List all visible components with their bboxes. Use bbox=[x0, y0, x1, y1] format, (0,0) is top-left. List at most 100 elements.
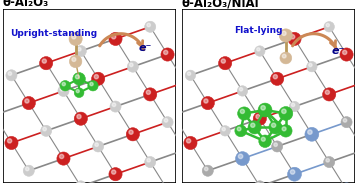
Circle shape bbox=[43, 127, 46, 131]
Circle shape bbox=[25, 167, 29, 171]
Circle shape bbox=[343, 119, 347, 122]
Circle shape bbox=[75, 181, 86, 189]
Circle shape bbox=[77, 115, 81, 119]
Circle shape bbox=[238, 154, 243, 159]
Circle shape bbox=[161, 48, 174, 61]
Circle shape bbox=[291, 103, 295, 107]
Circle shape bbox=[282, 127, 286, 131]
Circle shape bbox=[76, 90, 79, 93]
Circle shape bbox=[279, 107, 293, 120]
Circle shape bbox=[179, 77, 190, 88]
Circle shape bbox=[256, 183, 260, 186]
Circle shape bbox=[60, 87, 64, 91]
Circle shape bbox=[147, 159, 150, 162]
Circle shape bbox=[147, 23, 150, 27]
Text: e⁻: e⁻ bbox=[138, 43, 152, 53]
Circle shape bbox=[146, 90, 150, 94]
Circle shape bbox=[164, 50, 168, 54]
Circle shape bbox=[326, 159, 329, 162]
Circle shape bbox=[309, 63, 312, 67]
Circle shape bbox=[126, 128, 140, 141]
Circle shape bbox=[280, 125, 292, 137]
Circle shape bbox=[341, 117, 352, 128]
Circle shape bbox=[42, 59, 47, 63]
Circle shape bbox=[185, 70, 196, 81]
Circle shape bbox=[22, 97, 35, 110]
Circle shape bbox=[178, 143, 192, 156]
Circle shape bbox=[274, 143, 277, 146]
Circle shape bbox=[282, 54, 286, 58]
Circle shape bbox=[8, 72, 12, 75]
Circle shape bbox=[168, 110, 178, 120]
Circle shape bbox=[235, 125, 247, 137]
Circle shape bbox=[60, 81, 71, 91]
Circle shape bbox=[326, 23, 329, 27]
Circle shape bbox=[92, 72, 105, 85]
Circle shape bbox=[94, 75, 98, 79]
Circle shape bbox=[145, 21, 156, 32]
Circle shape bbox=[144, 88, 157, 101]
Circle shape bbox=[181, 146, 185, 150]
Circle shape bbox=[187, 72, 191, 75]
Circle shape bbox=[59, 154, 64, 159]
Circle shape bbox=[289, 101, 300, 112]
Circle shape bbox=[291, 35, 295, 39]
Circle shape bbox=[280, 52, 292, 64]
Circle shape bbox=[257, 48, 260, 51]
Circle shape bbox=[75, 75, 79, 79]
Circle shape bbox=[221, 59, 226, 63]
Circle shape bbox=[324, 22, 334, 32]
Circle shape bbox=[251, 123, 255, 127]
Circle shape bbox=[164, 186, 168, 189]
Circle shape bbox=[261, 106, 265, 110]
Circle shape bbox=[271, 72, 284, 85]
Circle shape bbox=[170, 112, 173, 115]
Circle shape bbox=[145, 156, 156, 168]
Circle shape bbox=[162, 117, 173, 128]
Circle shape bbox=[6, 70, 17, 81]
Circle shape bbox=[282, 31, 286, 36]
Circle shape bbox=[129, 130, 133, 134]
Circle shape bbox=[238, 107, 251, 120]
Circle shape bbox=[187, 139, 191, 143]
Circle shape bbox=[164, 119, 168, 122]
Circle shape bbox=[112, 35, 116, 39]
Circle shape bbox=[130, 63, 133, 67]
Circle shape bbox=[109, 32, 122, 46]
Circle shape bbox=[95, 143, 98, 146]
Circle shape bbox=[5, 136, 18, 149]
Circle shape bbox=[8, 139, 12, 143]
Circle shape bbox=[258, 103, 272, 117]
Circle shape bbox=[72, 35, 76, 39]
Circle shape bbox=[273, 75, 277, 79]
Circle shape bbox=[269, 121, 282, 134]
Circle shape bbox=[110, 101, 121, 112]
Circle shape bbox=[69, 55, 82, 68]
Circle shape bbox=[288, 32, 301, 46]
Circle shape bbox=[40, 125, 52, 136]
Circle shape bbox=[340, 183, 353, 189]
Circle shape bbox=[282, 109, 286, 113]
Circle shape bbox=[237, 127, 241, 131]
Circle shape bbox=[255, 46, 265, 56]
Text: θ-Al₂O₃: θ-Al₂O₃ bbox=[3, 0, 49, 9]
Circle shape bbox=[220, 126, 230, 136]
Circle shape bbox=[109, 168, 122, 181]
Circle shape bbox=[25, 99, 29, 103]
Circle shape bbox=[236, 152, 250, 166]
Circle shape bbox=[90, 82, 93, 86]
Circle shape bbox=[62, 82, 66, 86]
Circle shape bbox=[253, 112, 266, 125]
Circle shape bbox=[23, 165, 34, 176]
Circle shape bbox=[272, 141, 283, 152]
Text: e⁻: e⁻ bbox=[331, 46, 344, 56]
Circle shape bbox=[237, 86, 248, 96]
Circle shape bbox=[307, 61, 317, 72]
Circle shape bbox=[271, 123, 276, 127]
Circle shape bbox=[57, 152, 70, 165]
Circle shape bbox=[39, 57, 53, 70]
Circle shape bbox=[74, 88, 84, 98]
Circle shape bbox=[74, 112, 87, 125]
Circle shape bbox=[184, 136, 197, 149]
Circle shape bbox=[201, 97, 214, 110]
